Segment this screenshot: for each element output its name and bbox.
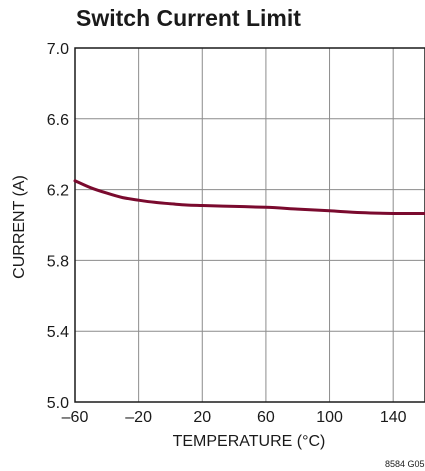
x-tick-label: 20: [193, 409, 211, 426]
y-tick-label: 5.8: [47, 253, 69, 270]
x-tick-label: 100: [316, 409, 343, 426]
y-tick-label: 5.4: [47, 324, 69, 341]
y-tick-label: 5.0: [47, 395, 69, 412]
y-axis-ticks: 5.0 5.4 5.8 6.2 6.6 7.0: [47, 41, 69, 412]
chart-title: Switch Current Limit: [76, 5, 301, 31]
series-layer: [73, 179, 425, 216]
grid: [74, 47, 425, 403]
figure-id-note: 8584 G05: [385, 459, 425, 469]
y-tick-label: 7.0: [47, 41, 69, 58]
y-tick-label: 6.6: [47, 112, 69, 129]
series-line: [73, 179, 425, 216]
x-tick-label: –20: [125, 409, 152, 426]
y-axis-label: CURRENT (A): [11, 175, 28, 279]
x-tick-label: –60: [62, 409, 89, 426]
x-tick-label: 140: [380, 409, 407, 426]
y-tick-label: 6.2: [47, 183, 69, 200]
x-axis-ticks: –60 –20 20 60 100 140: [62, 409, 407, 426]
x-axis-label: TEMPERATURE (°C): [173, 433, 326, 450]
x-tick-label: 60: [257, 409, 275, 426]
plot-frame: [74, 47, 425, 403]
